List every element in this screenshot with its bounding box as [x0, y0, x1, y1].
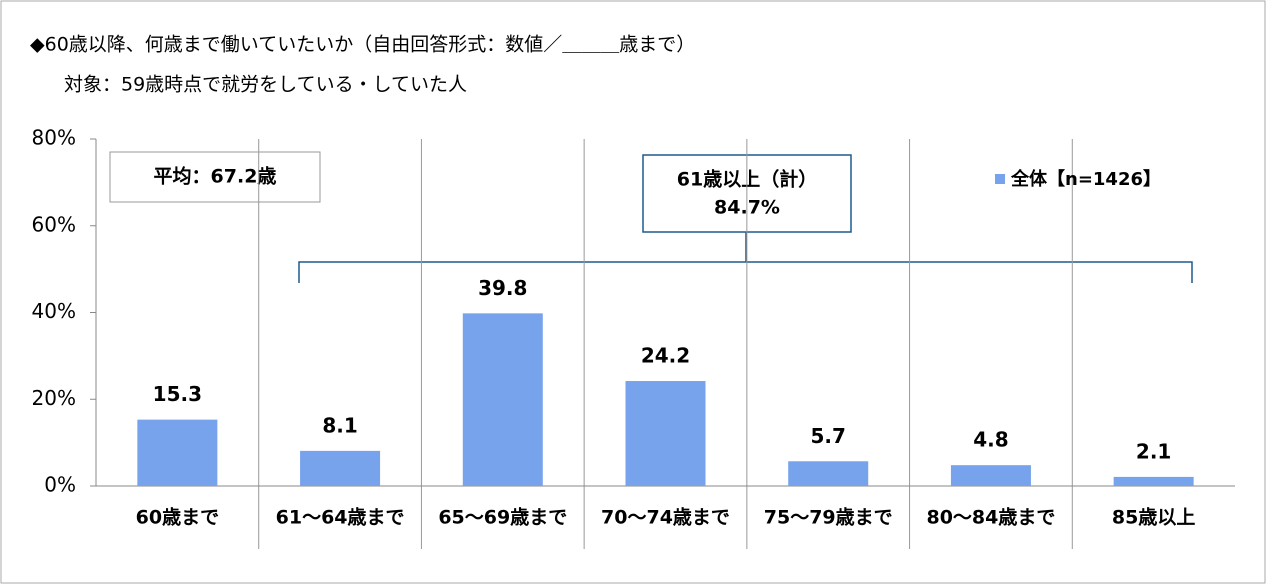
bar	[625, 381, 706, 486]
legend-label: 全体【n=1426】	[1010, 168, 1161, 190]
bar	[137, 419, 218, 486]
data-label: 39.8	[478, 276, 527, 300]
y-tick-label: 40%	[32, 299, 76, 323]
legend-swatch	[995, 174, 1005, 184]
average-label: 平均：67.2歳	[154, 165, 277, 188]
data-label: 8.1	[322, 413, 357, 437]
average-box	[109, 151, 321, 203]
bar	[1113, 476, 1194, 486]
y-tick-label: 20%	[32, 386, 76, 410]
x-tick-label: 85歳以上	[1112, 507, 1195, 529]
data-label: 2.1	[1136, 439, 1171, 463]
y-tick-label: 60%	[32, 212, 76, 236]
bar	[300, 450, 381, 486]
data-label: 4.8	[973, 428, 1008, 452]
x-tick-label: 65～69歳まで	[438, 507, 567, 529]
data-label: 5.7	[810, 424, 845, 448]
y-tick-label: 0%	[44, 473, 76, 497]
group-bracket	[298, 232, 1193, 283]
y-tick-label: 80%	[32, 126, 76, 150]
x-tick-label: 60歳まで	[136, 507, 219, 529]
bar	[788, 461, 869, 486]
chart-subtitle: 対象：59歳時点で就労をしている・していた人	[64, 74, 467, 96]
data-label: 24.2	[641, 344, 690, 368]
bar	[950, 465, 1031, 486]
x-tick-label: 75～79歳まで	[764, 507, 893, 529]
chart-title: ◆60歳以降、何歳まで働いていたいか（自由回答形式：数値／＿＿＿歳まで）	[30, 34, 695, 56]
bar	[462, 313, 543, 486]
x-tick-label: 70～74歳まで	[601, 507, 730, 529]
data-label: 15.3	[153, 382, 202, 406]
x-tick-label: 80～84歳まで	[926, 507, 1055, 529]
x-tick-label: 61～64歳まで	[276, 507, 405, 529]
